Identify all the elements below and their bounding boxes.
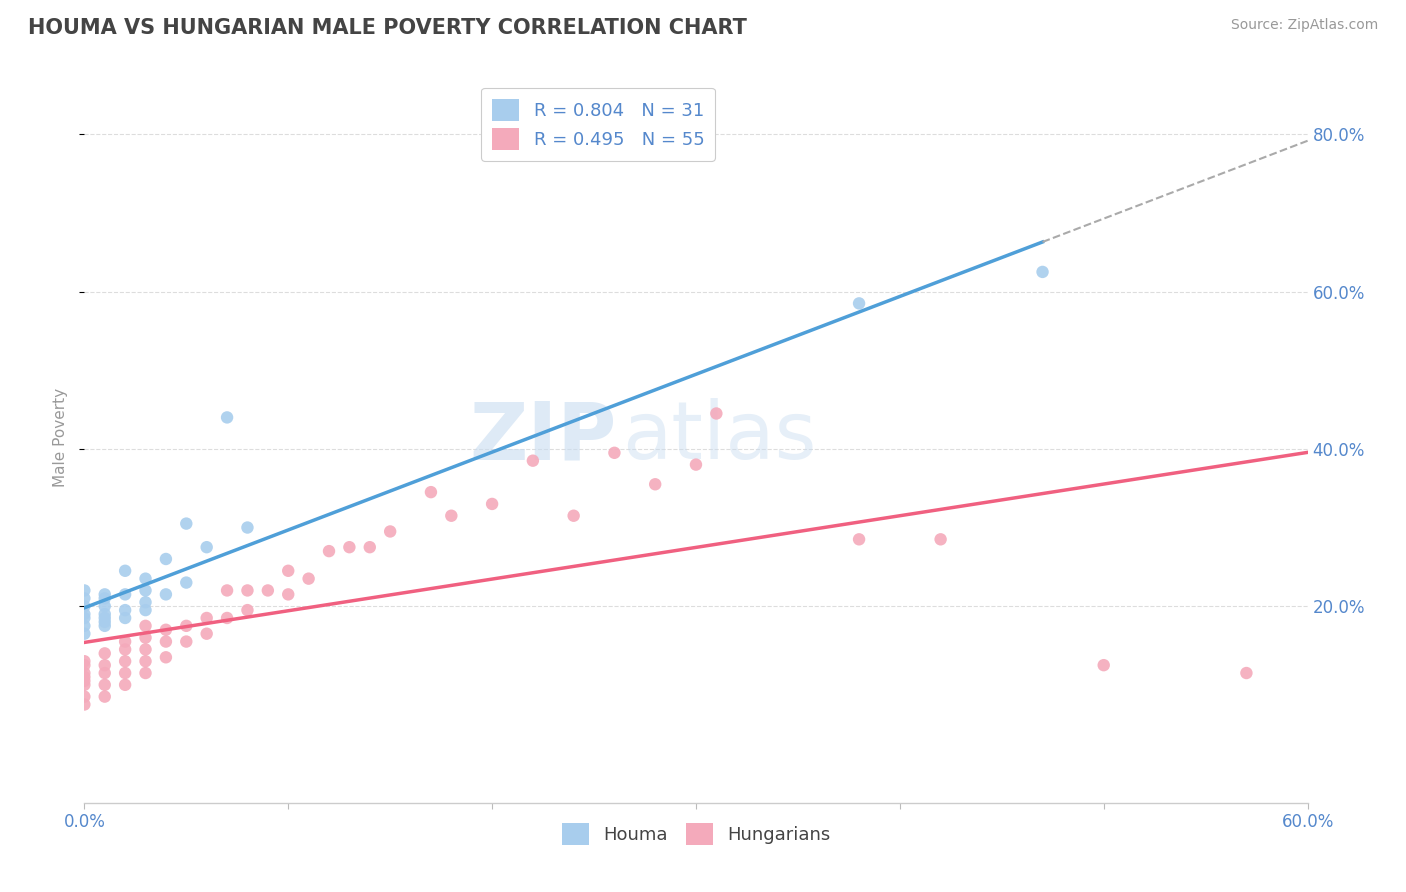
Point — [562, 508, 585, 523]
Point — [73, 591, 96, 606]
Point — [73, 599, 96, 614]
Point — [135, 619, 157, 633]
Point — [114, 564, 136, 578]
Point — [155, 552, 177, 566]
Point — [174, 619, 197, 633]
Point — [73, 670, 96, 684]
Point — [93, 611, 115, 625]
Point — [644, 477, 666, 491]
Point — [318, 544, 340, 558]
Point — [1092, 658, 1115, 673]
Point — [93, 658, 115, 673]
Point — [155, 634, 177, 648]
Point — [93, 591, 115, 606]
Point — [135, 583, 157, 598]
Point — [440, 508, 463, 523]
Point — [93, 678, 115, 692]
Point — [848, 533, 870, 547]
Point — [93, 619, 115, 633]
Point — [135, 666, 157, 681]
Point — [380, 524, 402, 539]
Legend: Houma, Hungarians: Houma, Hungarians — [554, 816, 838, 852]
Point — [114, 634, 136, 648]
Point — [93, 666, 115, 681]
Text: HOUMA VS HUNGARIAN MALE POVERTY CORRELATION CHART: HOUMA VS HUNGARIAN MALE POVERTY CORRELAT… — [28, 18, 747, 37]
Point — [93, 690, 115, 704]
Point — [135, 654, 157, 668]
Point — [1236, 666, 1258, 681]
Text: atlas: atlas — [623, 398, 817, 476]
Point — [135, 572, 157, 586]
Point — [73, 666, 96, 681]
Point — [135, 595, 157, 609]
Point — [603, 446, 626, 460]
Point — [114, 603, 136, 617]
Point — [298, 572, 321, 586]
Point — [114, 587, 136, 601]
Point — [174, 516, 197, 531]
Point — [73, 690, 96, 704]
Point — [93, 607, 115, 621]
Point — [114, 678, 136, 692]
Point — [277, 587, 299, 601]
Point — [114, 666, 136, 681]
Point — [73, 626, 96, 640]
Point — [236, 520, 259, 534]
Point — [73, 673, 96, 688]
Point — [93, 615, 115, 629]
Point — [73, 698, 96, 712]
Point — [217, 583, 239, 598]
Point — [195, 626, 218, 640]
Point — [481, 497, 503, 511]
Point — [155, 623, 177, 637]
Point — [135, 603, 157, 617]
Point — [685, 458, 707, 472]
Text: ZIP: ZIP — [470, 398, 616, 476]
Point — [236, 583, 259, 598]
Point — [174, 634, 197, 648]
Point — [339, 540, 361, 554]
Point — [114, 654, 136, 668]
Point — [73, 611, 96, 625]
Point — [1032, 265, 1054, 279]
Point — [522, 453, 544, 467]
Point — [93, 646, 115, 660]
Text: Source: ZipAtlas.com: Source: ZipAtlas.com — [1230, 18, 1378, 32]
Point — [73, 607, 96, 621]
Point — [236, 603, 259, 617]
Point — [135, 642, 157, 657]
Point — [929, 533, 952, 547]
Point — [174, 575, 197, 590]
Point — [217, 410, 239, 425]
Point — [73, 619, 96, 633]
Point — [73, 658, 96, 673]
Point — [114, 642, 136, 657]
Point — [217, 611, 239, 625]
Point — [195, 540, 218, 554]
Point — [114, 611, 136, 625]
Point — [155, 650, 177, 665]
Point — [155, 587, 177, 601]
Y-axis label: Male Poverty: Male Poverty — [53, 387, 69, 487]
Point — [706, 407, 728, 421]
Point — [277, 564, 299, 578]
Point — [848, 296, 870, 310]
Point — [73, 678, 96, 692]
Point — [359, 540, 381, 554]
Point — [420, 485, 443, 500]
Point — [135, 631, 157, 645]
Point — [93, 599, 115, 614]
Point — [195, 611, 218, 625]
Point — [73, 583, 96, 598]
Point — [257, 583, 280, 598]
Point — [73, 654, 96, 668]
Point — [93, 587, 115, 601]
